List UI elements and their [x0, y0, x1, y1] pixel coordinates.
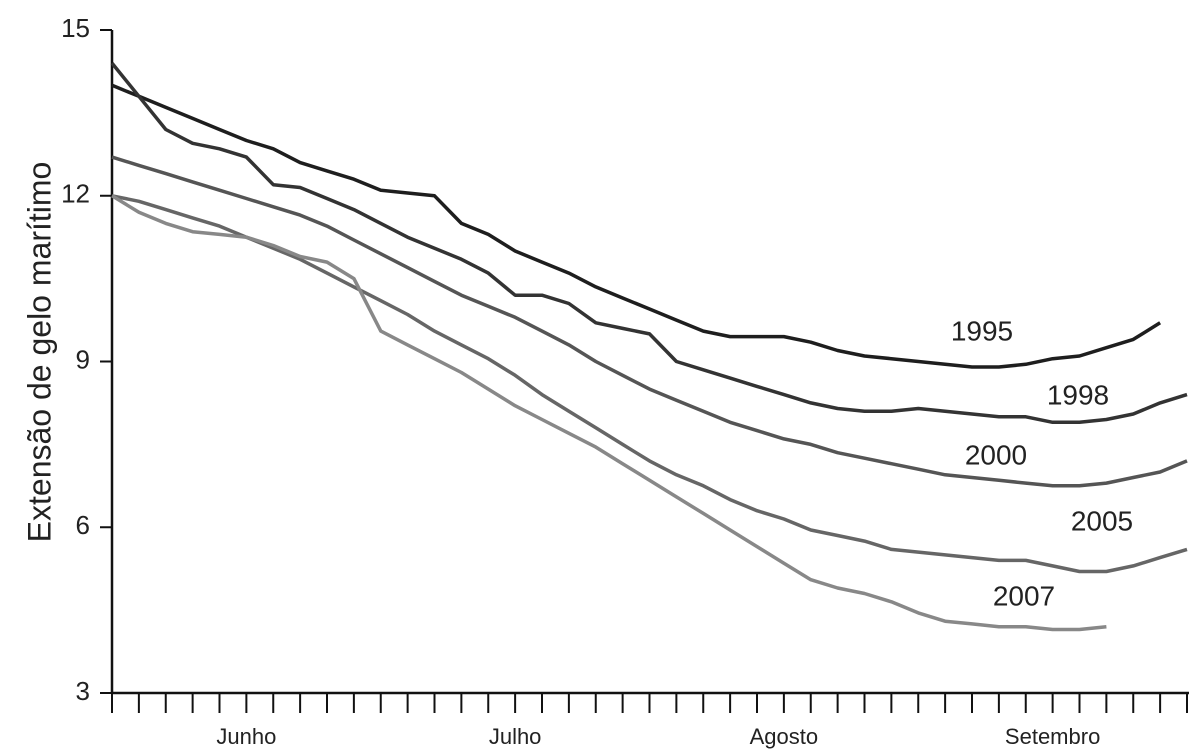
series-line	[111, 194, 1188, 574]
series-label: 1995	[951, 315, 1013, 346]
series-line	[111, 83, 1162, 369]
series-line	[111, 155, 1188, 488]
y-tick-label: 9	[76, 344, 90, 374]
series-label: 2000	[965, 439, 1027, 470]
y-tick-label: 15	[61, 13, 90, 43]
series-line	[110, 61, 1188, 425]
y-tick-label: 3	[76, 676, 90, 706]
x-tick-label: Julho	[489, 724, 542, 749]
x-tick-label: Junho	[216, 724, 276, 749]
y-axis-label: Extensão de gelo marítimo	[21, 162, 57, 543]
series-label: 2007	[993, 580, 1055, 611]
x-tick-label: Agosto	[750, 724, 819, 749]
y-tick-label: 6	[76, 510, 90, 540]
series-label: 1998	[1047, 379, 1109, 410]
x-tick-label: Setembro	[1005, 724, 1100, 749]
series-label: 2005	[1071, 505, 1133, 536]
y-tick-label: 12	[61, 179, 90, 209]
series-line	[111, 194, 1107, 632]
